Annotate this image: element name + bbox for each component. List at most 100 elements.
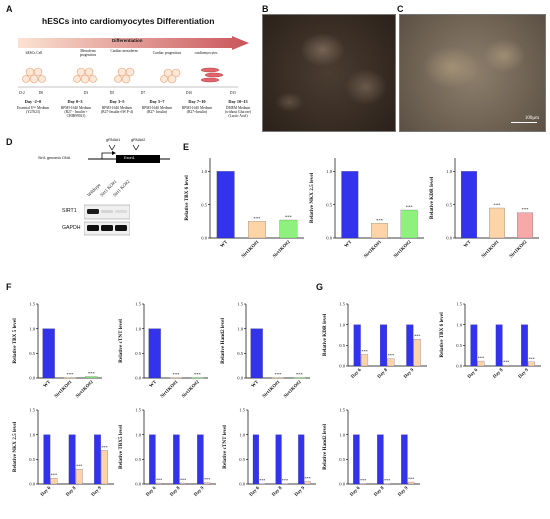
significance-label: *** xyxy=(67,372,75,377)
significance-label: *** xyxy=(101,445,107,450)
bar xyxy=(276,435,282,484)
tick-d3: D3 xyxy=(80,92,92,96)
panel-letter-g: G xyxy=(316,282,323,292)
chart-f3-hand2: Relative Hand2 level0.00.51.01.5WT***Sir… xyxy=(216,296,316,408)
bar xyxy=(217,171,235,238)
bar xyxy=(305,482,311,484)
bar xyxy=(298,435,304,484)
y-tick-label: 0.0 xyxy=(326,236,332,241)
y-tick-label: 0.0 xyxy=(237,376,243,381)
x-tick-label: Day 9 xyxy=(518,367,530,379)
x-tick-label: Sirt1KO#1 xyxy=(364,239,384,259)
x-tick-label: Day 6 xyxy=(40,485,52,497)
bar xyxy=(85,377,97,378)
bar xyxy=(408,482,414,484)
significance-label: *** xyxy=(180,478,186,483)
bar xyxy=(342,171,359,238)
x-tick-label: Day 8 xyxy=(169,485,181,497)
bar xyxy=(191,378,203,379)
bar xyxy=(170,378,182,379)
arrow-label: Differentiation xyxy=(112,38,143,43)
blot-label-gapdh: GAPDH xyxy=(62,225,80,231)
tick-d7: D7 xyxy=(137,92,149,96)
significance-label: *** xyxy=(51,473,57,478)
bar xyxy=(461,171,477,238)
panel-letter-f: F xyxy=(6,282,12,292)
bar xyxy=(371,223,388,238)
bar xyxy=(251,329,263,378)
stage-medium-2: RPMI-1640 Medium (B27 - Insulin + CHIR99… xyxy=(58,107,94,118)
significance-label: *** xyxy=(494,203,502,208)
stage-medium-1: Essential 8™ Medium (Y27623) xyxy=(16,107,50,115)
bar xyxy=(503,365,510,366)
bar xyxy=(149,329,161,378)
x-tick-label: WT xyxy=(220,239,230,249)
x-tick-label: Sirt1KO#1 xyxy=(481,239,501,259)
bar xyxy=(496,325,503,366)
x-tick-label: Day 6 xyxy=(467,367,479,379)
x-tick-label: Day 8 xyxy=(65,485,77,497)
x-tick-label: Day 8 xyxy=(271,485,283,497)
sirt1-gene-diagram xyxy=(58,143,178,167)
significance-label: *** xyxy=(296,372,304,377)
y-tick-label: 0.0 xyxy=(135,482,141,487)
y-tick-label: 0.0 xyxy=(446,236,452,241)
bar xyxy=(401,435,407,484)
bar xyxy=(51,478,58,484)
x-tick-label: Day 6 xyxy=(145,485,157,497)
cell-label-hescs: hESCs Cell xyxy=(18,52,50,56)
y-tick-label: 1.0 xyxy=(135,326,141,331)
x-tick-label: Sirt1KO#2 xyxy=(393,239,413,259)
chart-g1-kdr: Relative KDR level 0.0 0.5 1.0 1.5 *** Day 6 **… xyxy=(318,296,433,396)
y-axis-label: Relative KDR level xyxy=(429,176,435,219)
y-tick-label: 0.0 xyxy=(29,482,35,487)
y-axis-label: Relative TBX5 level xyxy=(118,424,124,469)
y-tick-label: 0.0 xyxy=(135,376,141,381)
y-tick-label: 1.0 xyxy=(239,432,245,437)
bar xyxy=(259,484,265,485)
y-tick-label: 0.5 xyxy=(201,202,207,207)
tick-d5: D5 xyxy=(106,92,118,96)
grna2-label: gRNA#2 xyxy=(131,138,145,142)
x-tick-label: Sirt1KO#1 xyxy=(54,379,74,399)
tick-d0: D0 xyxy=(35,92,47,96)
y-tick-label: 0.0 xyxy=(339,482,345,487)
y-axis-label: Relative Hand2 level xyxy=(220,318,226,364)
x-tick-label: Day 9 xyxy=(403,367,415,379)
chart-e3-kdr: Relative KDR level 0.0 0.5 1.0 WT *** Sirt1KO#… xyxy=(425,150,545,268)
microscopy-image-b xyxy=(262,14,396,132)
cell-label-cardiac-progenitors: Cardiac progenitors xyxy=(150,52,184,56)
bar xyxy=(354,325,361,366)
significance-label: *** xyxy=(88,371,96,376)
y-tick-label: 1.0 xyxy=(201,169,207,174)
y-axis-label: Relative TBX 6 level xyxy=(439,312,445,358)
scale-bar xyxy=(511,122,537,123)
y-tick-label: 1.5 xyxy=(135,408,141,413)
y-tick-label: 1.0 xyxy=(29,432,35,437)
bar xyxy=(197,435,203,484)
bar xyxy=(360,484,366,485)
y-axis-label: Relative TBX 6 level xyxy=(184,175,190,221)
y-tick-label: 1.0 xyxy=(29,326,35,331)
chart-f2-ctnt: Relative cTNT level0.00.51.01.5WT***Sirt… xyxy=(114,296,214,408)
cell-label-cardiomyocytes: cardiomyocytes xyxy=(188,52,224,56)
bar xyxy=(293,378,305,379)
stage-medium-4: RPMI-1640 Medium (B27- Insulin) xyxy=(140,107,174,115)
x-tick-label: Day 8 xyxy=(492,367,504,379)
bar xyxy=(44,435,51,484)
y-tick-label: 1.0 xyxy=(237,326,243,331)
bar xyxy=(94,435,101,484)
chart-e1-tbx6: Relative TBX 6 level 0.0 0.5 1.0 WT *** Sirt1K… xyxy=(180,150,310,268)
bar xyxy=(253,435,259,484)
bar xyxy=(471,325,478,366)
stage-day-4: Day 5~7 xyxy=(140,100,174,105)
y-tick-label: 1.0 xyxy=(339,322,345,327)
bar xyxy=(388,359,395,366)
x-tick-label: Sirt1KO#2 xyxy=(509,239,529,259)
tick-d10: D10 xyxy=(182,92,196,96)
y-axis-label: Relative KDR level xyxy=(322,313,328,356)
chart-g3-nkx25: Relative NKX 2.5 level 0.0 0.5 1.0 1.5 *** Day… xyxy=(8,402,120,514)
y-tick-label: 0.0 xyxy=(201,236,207,241)
y-tick-label: 0.0 xyxy=(339,364,345,369)
significance-label: *** xyxy=(528,356,534,361)
